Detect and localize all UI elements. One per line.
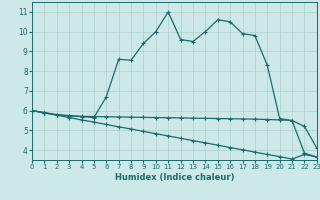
X-axis label: Humidex (Indice chaleur): Humidex (Indice chaleur) <box>115 173 234 182</box>
